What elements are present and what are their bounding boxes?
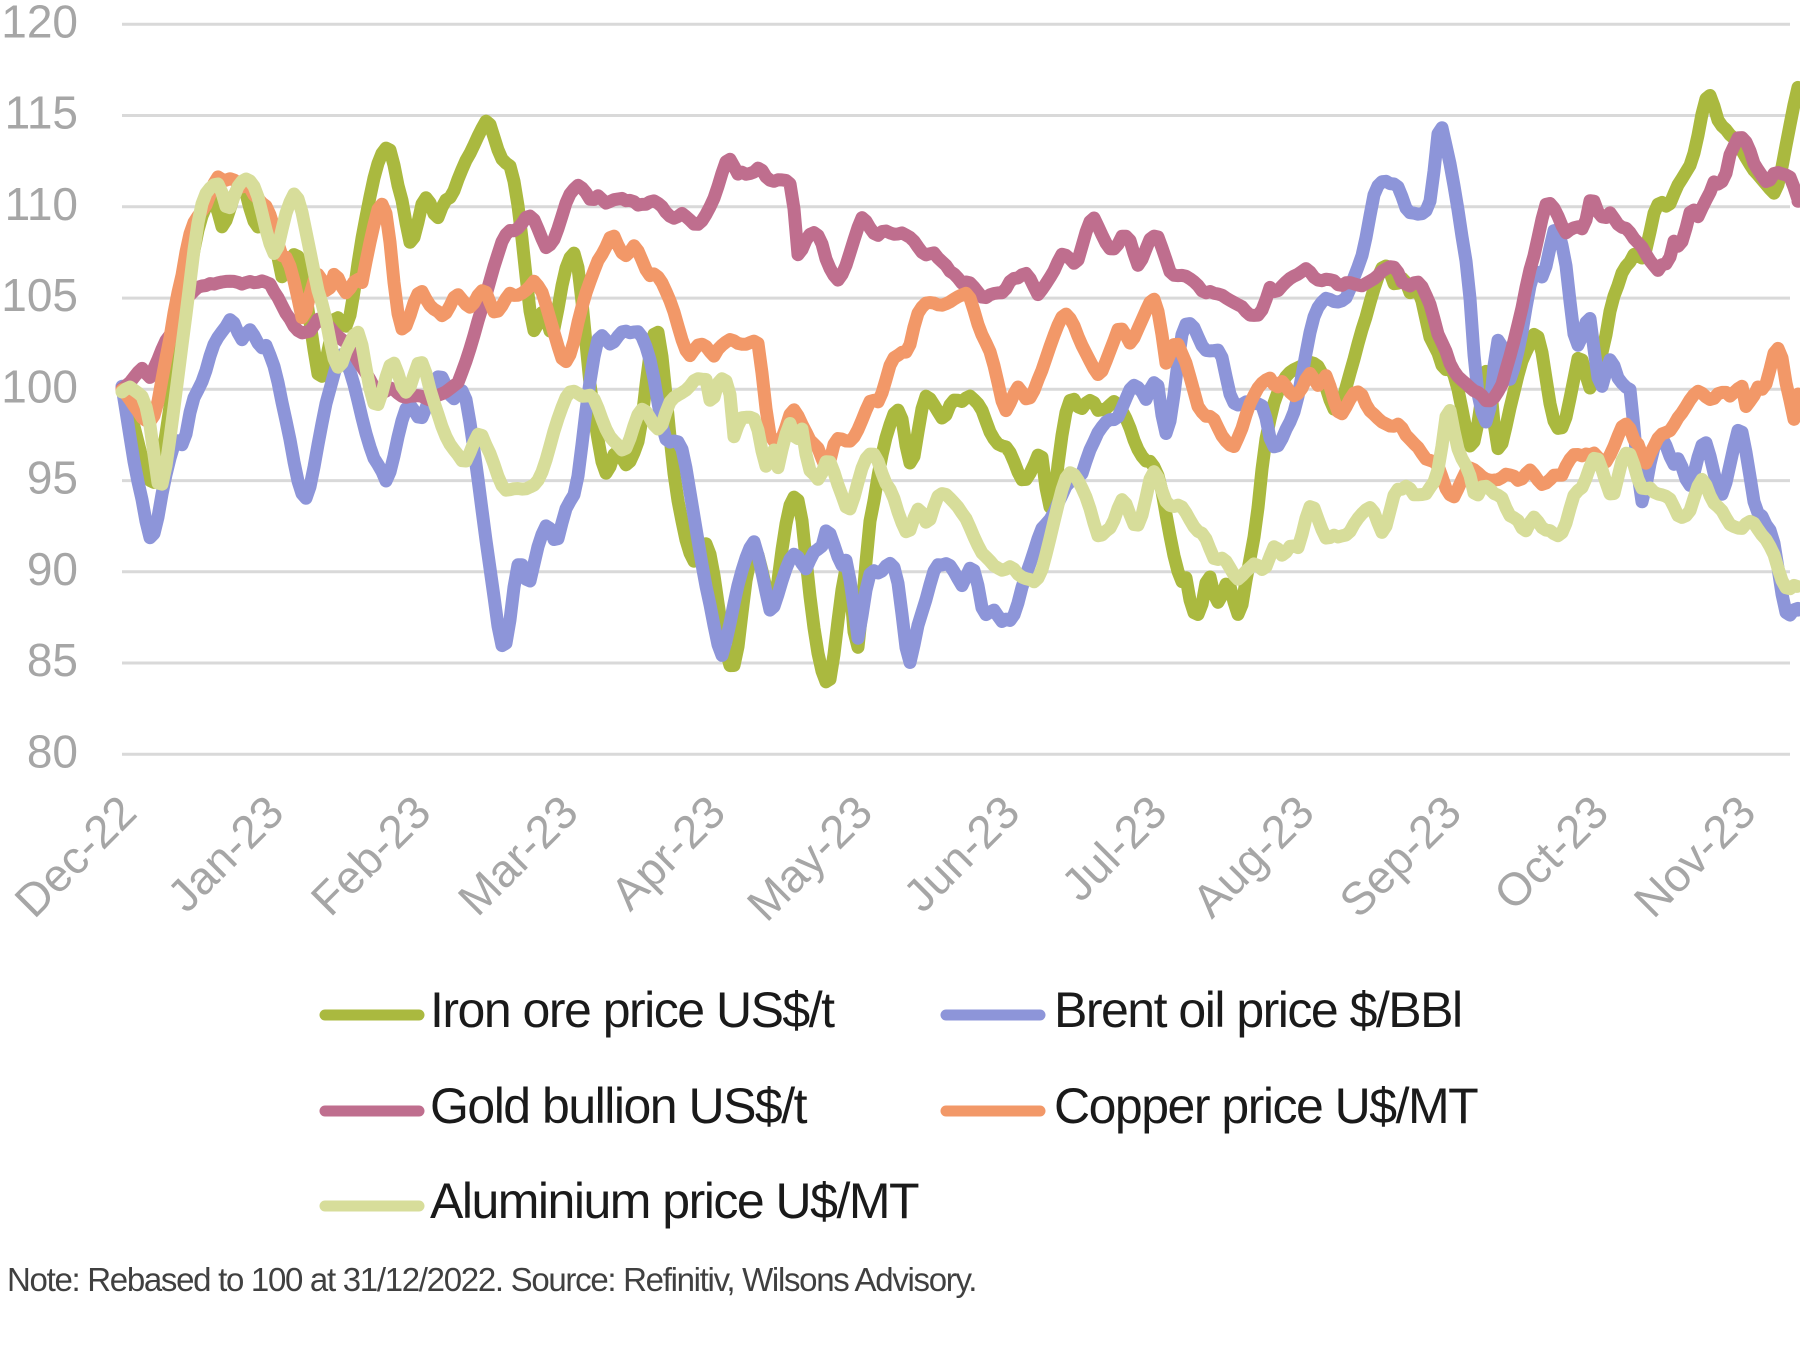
svg-text:Aluminium price U$/MT: Aluminium price U$/MT (430, 1173, 919, 1229)
svg-text:85: 85 (27, 634, 78, 686)
svg-text:100: 100 (1, 360, 78, 412)
svg-text:105: 105 (1, 269, 78, 321)
svg-text:Note: Rebased to 100 at 31/12/: Note: Rebased to 100 at 31/12/2022. Sour… (7, 1261, 976, 1298)
svg-text:95: 95 (27, 452, 78, 504)
svg-text:Gold bullion US$/t: Gold bullion US$/t (430, 1078, 808, 1134)
svg-text:80: 80 (27, 725, 78, 777)
svg-text:115: 115 (5, 87, 78, 139)
svg-text:Brent oil price $/BBl: Brent oil price $/BBl (1054, 982, 1462, 1038)
svg-text:90: 90 (27, 543, 78, 595)
svg-text:120: 120 (1, 0, 78, 47)
svg-text:Iron ore price US$/t: Iron ore price US$/t (430, 982, 835, 1038)
svg-text:110: 110 (5, 178, 78, 230)
svg-text:Copper price U$/MT: Copper price U$/MT (1054, 1078, 1478, 1134)
